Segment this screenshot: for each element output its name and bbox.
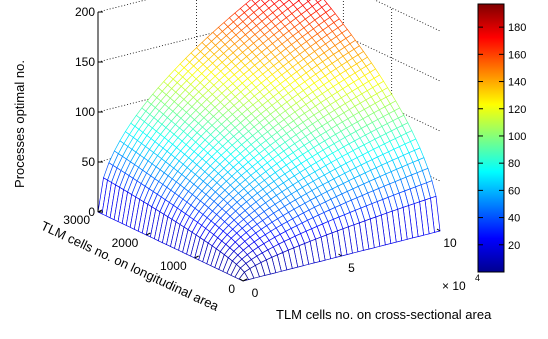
colorbar-tick-label: 80 (508, 158, 520, 170)
colorbar-tick-label: 160 (508, 49, 526, 61)
x-tick-mark (338, 253, 342, 257)
colorbar: 20 40 60 80 100 120 140 160 180 (477, 3, 526, 273)
z-tick-label: 200 (75, 5, 95, 19)
surface-mesh (97, 0, 441, 282)
x-tick-label: 5 (348, 261, 355, 275)
x-multiplier-base: × 10 (442, 279, 466, 293)
x-tick-mark (436, 228, 441, 232)
colorbar-tick-label: 100 (508, 131, 526, 143)
colorbar-ticks: 20 40 60 80 100 120 140 160 180 (478, 22, 526, 252)
box-edge (97, 0, 147, 13)
colorbar-tick-label: 140 (508, 77, 526, 89)
grid-line (97, 11, 296, 63)
x-multiplier-exponent: 4 (475, 273, 480, 283)
z-tick-label: 100 (75, 105, 95, 119)
y-tick-label: 3000 (63, 213, 90, 227)
colorbar-tick-label: 60 (508, 185, 520, 197)
grid-line (97, 61, 296, 113)
y-tick-mark (97, 209, 103, 213)
x-tick-label: 0 (252, 286, 259, 300)
colorbar-tick-label: 20 (508, 240, 520, 252)
x-tick-mark (239, 278, 244, 282)
y-tick-mark (146, 232, 151, 236)
y-tick-label: 0 (228, 282, 235, 296)
y-tick-label: 2000 (112, 236, 139, 250)
colorbar-gradient (477, 3, 505, 273)
x-multiplier: × 10 4 (442, 273, 480, 293)
y-tick-label: 1000 (160, 259, 187, 273)
z-tick-label: 50 (82, 155, 96, 169)
y-tick-mark (194, 255, 199, 259)
z-tick-label: 150 (75, 55, 95, 69)
colorbar-tick-label: 120 (508, 104, 526, 116)
x-axis-label: TLM cells no. on cross-sectional area (276, 307, 492, 322)
colorbar-tick-label: 180 (508, 22, 526, 34)
y-tick-mark (242, 278, 248, 282)
z-axis-label: Processes optimal no. (12, 60, 27, 188)
x-tick-label: 10 (443, 236, 457, 250)
colorbar-tick-label: 40 (508, 213, 520, 225)
z-tick-label: 0 (88, 205, 95, 219)
